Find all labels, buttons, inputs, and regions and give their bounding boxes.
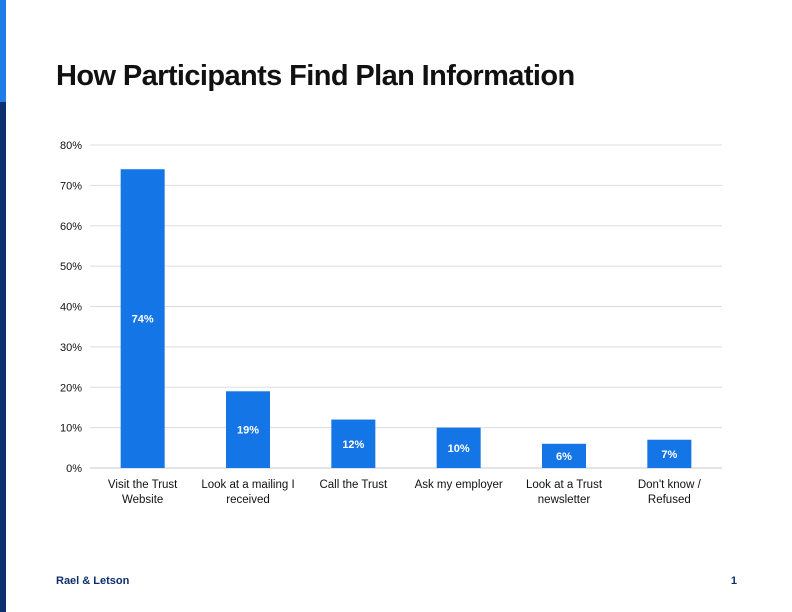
y-tick-label: 20% [60, 382, 82, 394]
y-tick-label: 0% [66, 463, 82, 475]
x-category-label: Visit the Trust [108, 479, 178, 491]
data-label: 12% [342, 439, 364, 451]
x-category-label: Refused [648, 494, 691, 506]
bar [647, 439, 692, 468]
bar [226, 391, 270, 468]
x-category-label: newsletter [538, 494, 591, 506]
page-number: 1 [730, 575, 737, 587]
y-tick-label: 10% [60, 423, 82, 435]
y-tick-label: 70% [60, 180, 82, 192]
bar [436, 427, 481, 468]
y-tick-label: 40% [60, 302, 82, 314]
data-label: 7% [661, 449, 677, 461]
x-category-label: Don't know / [638, 479, 702, 491]
x-category-label: Ask my employer [415, 479, 503, 491]
y-tick-label: 30% [60, 342, 82, 354]
x-category-label: Website [122, 494, 163, 506]
footer-brand: Rael & Letson [56, 575, 130, 587]
y-tick-label: 50% [60, 261, 82, 273]
bar [331, 419, 376, 468]
bar [120, 169, 165, 468]
page-title: How Participants Find Plan Information [56, 60, 575, 92]
y-tick-label: 60% [60, 221, 82, 233]
accent-bar-top [0, 0, 6, 102]
data-label: 19% [237, 425, 259, 437]
x-category-label: Call the Trust [319, 479, 388, 491]
y-tick-label: 80% [60, 140, 82, 152]
data-label: 74% [132, 314, 154, 326]
data-label: 10% [448, 443, 470, 455]
x-category-label: Look at a mailing I [201, 479, 294, 491]
data-label: 6% [556, 451, 572, 463]
x-category-label: Look at a Trust [526, 479, 603, 491]
x-category-label: received [226, 494, 269, 506]
bar [542, 443, 586, 468]
accent-bar-bottom [0, 102, 6, 612]
